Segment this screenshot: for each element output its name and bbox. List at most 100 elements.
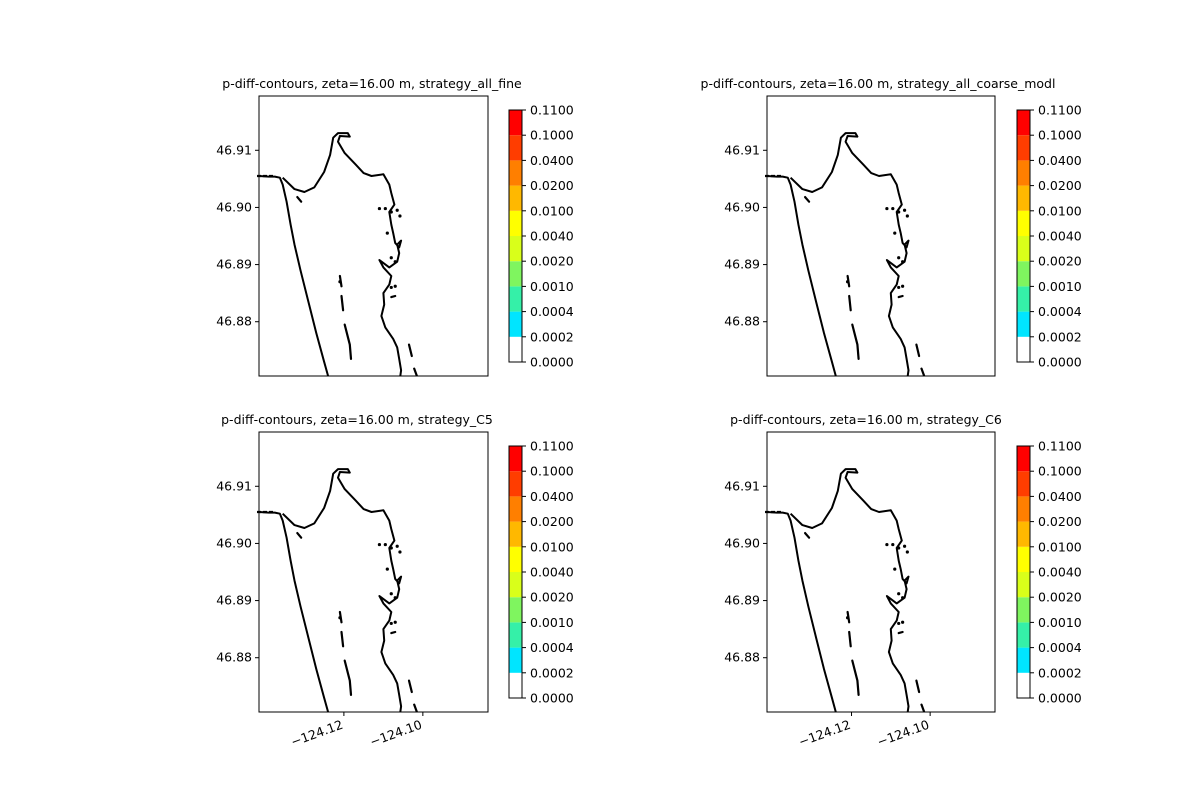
colorbar-band — [1017, 672, 1030, 698]
colorbar-band — [509, 110, 522, 136]
colorbar-tick-label: 0.0000 — [1038, 355, 1082, 370]
y-tick-label: 46.89 — [724, 593, 760, 608]
colorbar-tick-label: 0.0100 — [530, 203, 574, 218]
colorbar-band — [1017, 446, 1030, 472]
colorbar-band — [1017, 210, 1030, 236]
colorbar-tick-label: 0.0000 — [530, 355, 574, 370]
colorbar-tick-label: 0.0002 — [530, 329, 574, 344]
subplot-4: p-diff-contours, zeta=16.00 m, strategy_… — [724, 412, 1082, 749]
colorbar-band — [1017, 622, 1030, 648]
colorbar-band — [509, 135, 522, 161]
island-strip — [915, 679, 921, 694]
x-tick-label: −124.12 — [289, 717, 345, 750]
island-dot — [395, 208, 399, 212]
outer-coastline — [259, 175, 330, 376]
island-strip — [920, 367, 926, 376]
island-dot — [377, 542, 382, 547]
colorbar-band — [509, 647, 522, 673]
island-dot — [398, 214, 402, 218]
island-dot — [385, 231, 389, 235]
colorbar-band — [509, 286, 522, 312]
subplot-title: p-diff-contours, zeta=16.00 m, strategy_… — [221, 412, 493, 427]
colorbar-tick-label: 0.0004 — [1038, 304, 1082, 319]
island-dot — [393, 596, 397, 600]
island-dot — [338, 616, 342, 620]
colorbar-band — [509, 311, 522, 337]
island-strip — [340, 630, 345, 648]
y-tick-label: 46.90 — [724, 199, 760, 214]
island-strip — [848, 630, 852, 648]
island-dot — [901, 596, 905, 600]
colorbar-band — [1017, 160, 1030, 186]
colorbar-tick-label: 0.0004 — [530, 640, 574, 655]
colorbar-tick-label: 0.0000 — [1038, 691, 1082, 706]
island-dot — [393, 620, 397, 624]
colorbar-tick-label: 0.0040 — [1038, 229, 1082, 244]
island-dot — [893, 231, 897, 235]
colorbar-band — [1017, 286, 1030, 312]
island-strip — [413, 703, 418, 712]
colorbar-band — [509, 622, 522, 648]
island-dot — [902, 208, 907, 212]
x-tick-label: −124.12 — [796, 717, 852, 750]
y-tick-label: 46.91 — [724, 142, 760, 157]
colorbar-tick-label: 0.0020 — [1038, 590, 1082, 605]
island-dot — [897, 621, 901, 626]
y-tick-label: 46.90 — [724, 535, 760, 550]
island-strip — [413, 367, 418, 376]
island-dot — [389, 210, 393, 214]
colorbar-band — [1017, 471, 1030, 497]
island-strip — [848, 294, 852, 312]
colorbar-band — [1017, 647, 1030, 673]
colorbar-band — [1017, 110, 1030, 136]
y-tick-label: 46.90 — [216, 535, 252, 550]
subplot-title: p-diff-contours, zeta=16.00 m, strategy_… — [701, 76, 1056, 91]
colorbar-tick-label: 0.0400 — [1038, 153, 1082, 168]
island-dot — [885, 206, 889, 211]
island-dot — [393, 284, 397, 288]
island-strip — [920, 703, 926, 712]
colorbar-tick-label: 0.1100 — [530, 103, 574, 118]
colorbar-band — [509, 597, 522, 623]
island-strip — [296, 531, 303, 539]
colorbar-tick-label: 0.0400 — [530, 153, 574, 168]
bay-shoreline — [282, 468, 403, 712]
island-dot — [389, 592, 393, 596]
x-tick-label: −124.10 — [875, 717, 931, 750]
y-tick-label: 46.89 — [724, 257, 760, 272]
colorbar-tick-label: 0.1000 — [1038, 128, 1082, 143]
island-strip — [803, 196, 811, 203]
island-dot — [891, 206, 895, 211]
subplot-3: p-diff-contours, zeta=16.00 m, strategy_… — [216, 412, 574, 749]
colorbar-tick-label: 0.0040 — [1038, 565, 1082, 580]
island-dot — [383, 542, 387, 547]
colorbar-tick-label: 0.0002 — [530, 665, 574, 680]
colorbar-band — [1017, 336, 1030, 362]
colorbar-tick-label: 0.1000 — [1038, 464, 1082, 479]
island-dot — [897, 210, 901, 214]
colorbar-tick-label: 0.0002 — [1038, 329, 1082, 344]
plot-area — [766, 431, 996, 713]
bay-shoreline — [282, 132, 403, 376]
colorbar-tick-label: 0.0200 — [530, 514, 574, 529]
island-strip — [390, 630, 397, 635]
colorbar-band — [1017, 521, 1030, 547]
colorbar-band — [509, 210, 522, 236]
island-strip — [296, 196, 303, 203]
colorbar-band — [509, 672, 522, 698]
island-dot — [338, 280, 342, 284]
colorbar-tick-label: 0.0020 — [1038, 254, 1082, 269]
island-dot — [389, 256, 393, 260]
colorbar-band — [1017, 572, 1030, 598]
colorbar-tick-label: 0.0200 — [1038, 178, 1082, 193]
plot-area — [766, 95, 996, 377]
island-strip — [343, 323, 353, 360]
island-strip — [851, 659, 860, 697]
colorbar-band — [1017, 597, 1030, 623]
colorbar-tick-label: 0.1100 — [530, 439, 574, 454]
y-tick-label: 46.91 — [724, 478, 760, 493]
island-dot — [393, 260, 397, 264]
island-dot — [905, 214, 909, 218]
colorbar-tick-label: 0.0020 — [530, 590, 574, 605]
